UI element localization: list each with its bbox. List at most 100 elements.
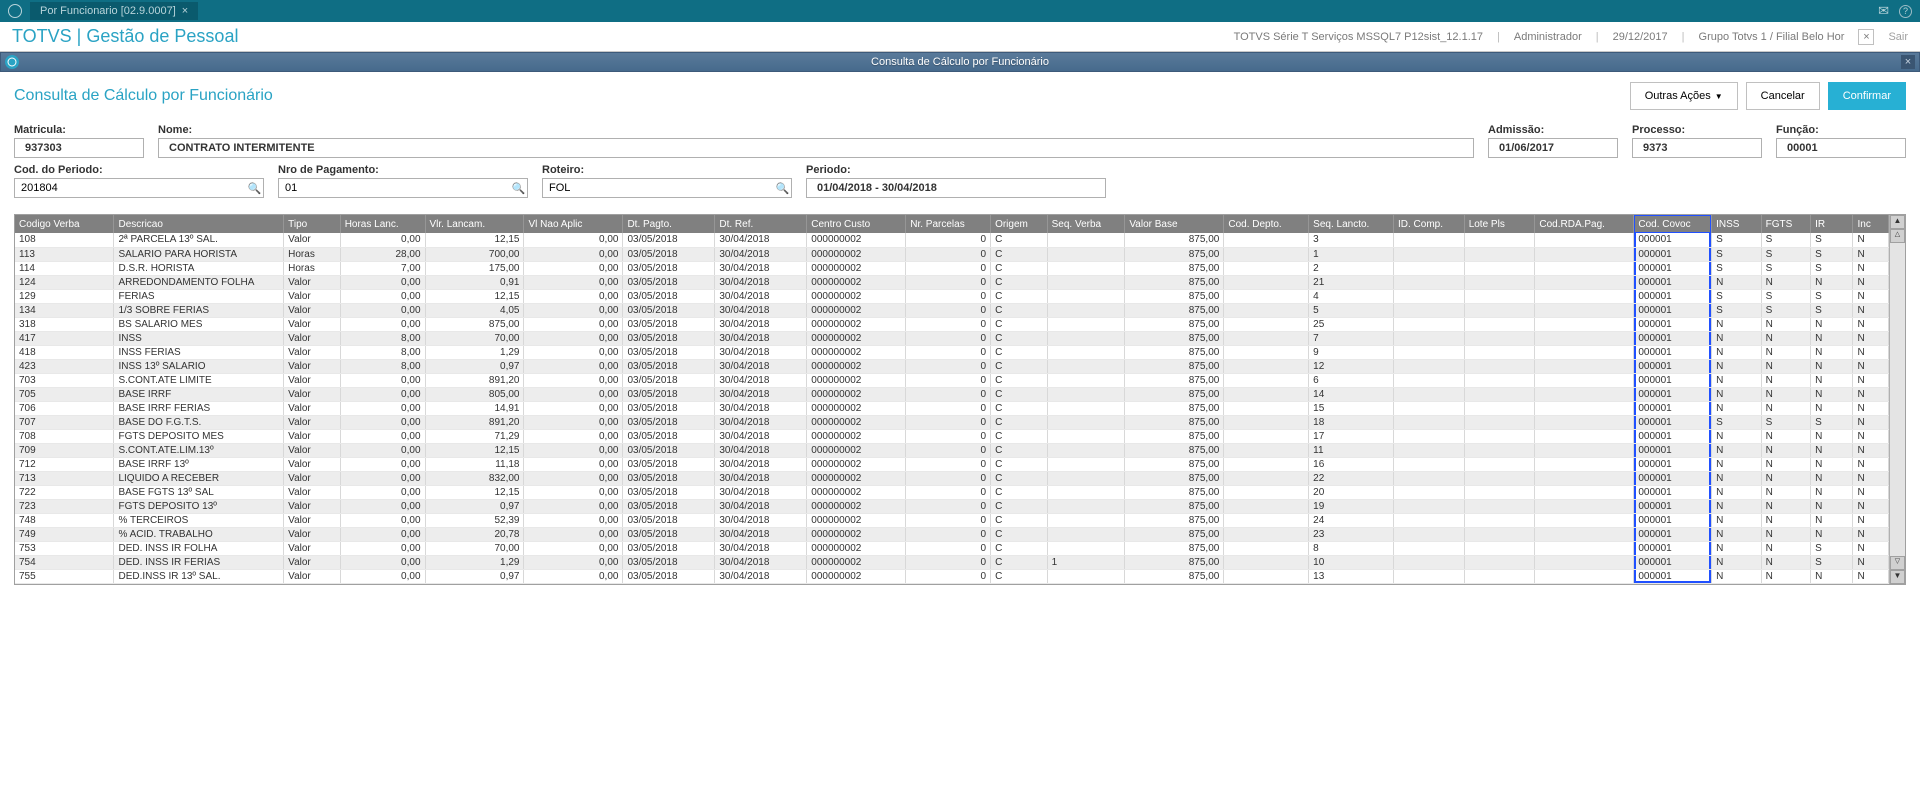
column-header[interactable]: Dt. Pagto. xyxy=(623,215,715,233)
user-label: Administrador xyxy=(1514,31,1582,43)
table-row[interactable]: 114D.S.R. HORISTAHoras7,00175,000,0003/0… xyxy=(15,261,1889,275)
column-header[interactable]: Descricao xyxy=(114,215,284,233)
table-row[interactable]: 713LIQUIDO A RECEBERValor0,00832,000,000… xyxy=(15,471,1889,485)
table-row[interactable]: 708FGTS DEPOSITO MESValor0,0071,290,0003… xyxy=(15,429,1889,443)
exit-link[interactable]: Sair xyxy=(1888,31,1908,43)
window-title: Consulta de Cálculo por Funcionário xyxy=(871,56,1049,68)
table-row[interactable]: 706BASE IRRF FERIASValor0,0014,910,0003/… xyxy=(15,401,1889,415)
processo-label: Processo: xyxy=(1632,124,1762,136)
column-header[interactable]: Vl Nao Aplic xyxy=(524,215,623,233)
close-button[interactable]: × xyxy=(1858,29,1874,45)
table-row[interactable]: 318BS SALARIO MESValor0,00875,000,0003/0… xyxy=(15,317,1889,331)
window-close-icon[interactable]: × xyxy=(1901,55,1915,69)
column-header[interactable]: Cod. Covoc xyxy=(1634,215,1712,233)
table-row[interactable]: 1341/3 SOBRE FERIASValor0,004,050,0003/0… xyxy=(15,303,1889,317)
search-icon[interactable]: 🔍 xyxy=(246,182,263,195)
table-row[interactable]: 124ARREDONDAMENTO FOLHAValor0,000,910,00… xyxy=(15,275,1889,289)
table-row[interactable]: 712BASE IRRF 13ºValor0,0011,180,0003/05/… xyxy=(15,457,1889,471)
funcao-value: 00001 xyxy=(1776,138,1906,158)
column-header[interactable]: Cod.RDA.Pag. xyxy=(1535,215,1634,233)
column-header[interactable]: Inc xyxy=(1853,215,1889,233)
nro-pag-input[interactable] xyxy=(279,180,510,196)
column-header[interactable]: Vlr. Lancam. xyxy=(425,215,524,233)
confirmar-button[interactable]: Confirmar xyxy=(1828,82,1906,110)
column-header[interactable]: Origem xyxy=(991,215,1048,233)
cod-periodo-label: Cod. do Periodo: xyxy=(14,164,264,176)
help-icon[interactable]: ? xyxy=(1899,5,1912,18)
table-row[interactable]: 748% TERCEIROSValor0,0052,390,0003/05/20… xyxy=(15,513,1889,527)
chevron-down-icon: ▼ xyxy=(1715,92,1723,101)
scroll-down-icon[interactable]: ▼ xyxy=(1890,570,1905,584)
column-header[interactable]: Dt. Ref. xyxy=(715,215,807,233)
table-row[interactable]: 754DED. INSS IR FERIASValor0,001,290,000… xyxy=(15,555,1889,569)
table-row[interactable]: 755DED.INSS IR 13º SAL.Valor0,000,970,00… xyxy=(15,569,1889,583)
app-tab[interactable]: Por Funcionario [02.9.0007] × xyxy=(30,2,198,20)
column-header[interactable]: Tipo xyxy=(284,215,341,233)
table-row[interactable]: 722BASE FGTS 13º SALValor0,0012,150,0003… xyxy=(15,485,1889,499)
table-row[interactable]: 417INSSValor8,0070,000,0003/05/201830/04… xyxy=(15,331,1889,345)
table-row[interactable]: 1082ª PARCELA 13º SAL.Valor0,0012,150,00… xyxy=(15,233,1889,247)
column-header[interactable]: Seq. Lancto. xyxy=(1309,215,1394,233)
table-row[interactable]: 707BASE DO F.G.T.S.Valor0,00891,200,0003… xyxy=(15,415,1889,429)
nome-value: CONTRATO INTERMITENTE xyxy=(158,138,1474,158)
date-label: 29/12/2017 xyxy=(1613,31,1668,43)
vertical-scrollbar[interactable]: ▲ △ ▽ ▼ xyxy=(1889,215,1905,584)
roteiro-input-wrap: 🔍 xyxy=(542,178,792,198)
page-title: Consulta de Cálculo por Funcionário xyxy=(14,87,273,105)
scroll-up-icon[interactable]: ▲ xyxy=(1890,215,1905,229)
tab-close-icon[interactable]: × xyxy=(182,5,188,17)
mail-icon[interactable]: ✉ xyxy=(1878,3,1889,19)
column-header[interactable]: Horas Lanc. xyxy=(340,215,425,233)
column-header[interactable]: INSS xyxy=(1712,215,1761,233)
search-icon[interactable]: 🔍 xyxy=(774,182,791,195)
column-header[interactable]: Lote Pls xyxy=(1464,215,1535,233)
admissao-value: 01/06/2017 xyxy=(1488,138,1618,158)
sys-menu-icon[interactable] xyxy=(8,4,22,18)
window-titlebar: Consulta de Cálculo por Funcionário × xyxy=(0,52,1920,72)
funcao-label: Função: xyxy=(1776,124,1906,136)
column-header[interactable]: Nr. Parcelas xyxy=(906,215,991,233)
column-header[interactable]: Cod. Depto. xyxy=(1224,215,1309,233)
env-label: TOTVS Série T Serviços MSSQL7 P12sist_12… xyxy=(1234,31,1483,43)
table-row[interactable]: 129FERIASValor0,0012,150,0003/05/201830/… xyxy=(15,289,1889,303)
table-row[interactable]: 705BASE IRRFValor0,00805,000,0003/05/201… xyxy=(15,387,1889,401)
form-area: Matricula: 937303 Nome: CONTRATO INTERMI… xyxy=(0,120,1920,214)
roteiro-input[interactable] xyxy=(543,180,774,196)
table-row[interactable]: 703S.CONT.ATE LIMITEValor0,00891,200,000… xyxy=(15,373,1889,387)
table-row[interactable]: 753DED. INSS IR FOLHAValor0,0070,000,000… xyxy=(15,541,1889,555)
matricula-label: Matricula: xyxy=(14,124,144,136)
window-icon xyxy=(5,55,19,69)
cancelar-button[interactable]: Cancelar xyxy=(1746,82,1820,110)
grid-wrap: Codigo VerbaDescricaoTipoHoras Lanc.Vlr.… xyxy=(14,214,1906,585)
table-row[interactable]: 709S.CONT.ATE.LIM.13ºValor0,0012,150,000… xyxy=(15,443,1889,457)
brand-title: TOTVS | Gestão de Pessoal xyxy=(12,26,238,47)
column-header[interactable]: Centro Custo xyxy=(807,215,906,233)
group-label: Grupo Totvs 1 / Filial Belo Hor xyxy=(1699,31,1845,43)
column-header[interactable]: Seq. Verba xyxy=(1047,215,1125,233)
table-row[interactable]: 113SALARIO PARA HORISTAHoras28,00700,000… xyxy=(15,247,1889,261)
cod-periodo-input-wrap: 🔍 xyxy=(14,178,264,198)
nome-label: Nome: xyxy=(158,124,1474,136)
table-row[interactable]: 749% ACID. TRABALHOValor0,0020,780,0003/… xyxy=(15,527,1889,541)
column-header[interactable]: FGTS xyxy=(1761,215,1810,233)
cod-periodo-input[interactable] xyxy=(15,180,246,196)
table-row[interactable]: 418INSS FERIASValor8,001,290,0003/05/201… xyxy=(15,345,1889,359)
matricula-value: 937303 xyxy=(14,138,144,158)
periodo-label: Periodo: xyxy=(806,164,1106,176)
table-row[interactable]: 423INSS 13º SALARIOValor8,000,970,0003/0… xyxy=(15,359,1889,373)
app-bar: TOTVS | Gestão de Pessoal TOTVS Série T … xyxy=(0,22,1920,52)
column-header[interactable]: IR xyxy=(1811,215,1853,233)
system-titlebar: Por Funcionario [02.9.0007] × ✉ ? xyxy=(0,0,1920,22)
column-header[interactable]: Codigo Verba xyxy=(15,215,114,233)
processo-value: 9373 xyxy=(1632,138,1762,158)
results-grid[interactable]: Codigo VerbaDescricaoTipoHoras Lanc.Vlr.… xyxy=(15,215,1889,584)
column-header[interactable]: Valor Base xyxy=(1125,215,1224,233)
table-row[interactable]: 723FGTS DEPOSITO 13ºValor0,000,970,0003/… xyxy=(15,499,1889,513)
scroll-down-icon[interactable]: ▽ xyxy=(1890,556,1905,570)
search-icon[interactable]: 🔍 xyxy=(510,182,527,195)
page-header: Consulta de Cálculo por Funcionário Outr… xyxy=(0,72,1920,120)
admissao-label: Admissão: xyxy=(1488,124,1618,136)
outras-acoes-button[interactable]: Outras Ações▼ xyxy=(1630,82,1738,110)
scroll-up-icon[interactable]: △ xyxy=(1890,229,1905,243)
column-header[interactable]: ID. Comp. xyxy=(1394,215,1465,233)
